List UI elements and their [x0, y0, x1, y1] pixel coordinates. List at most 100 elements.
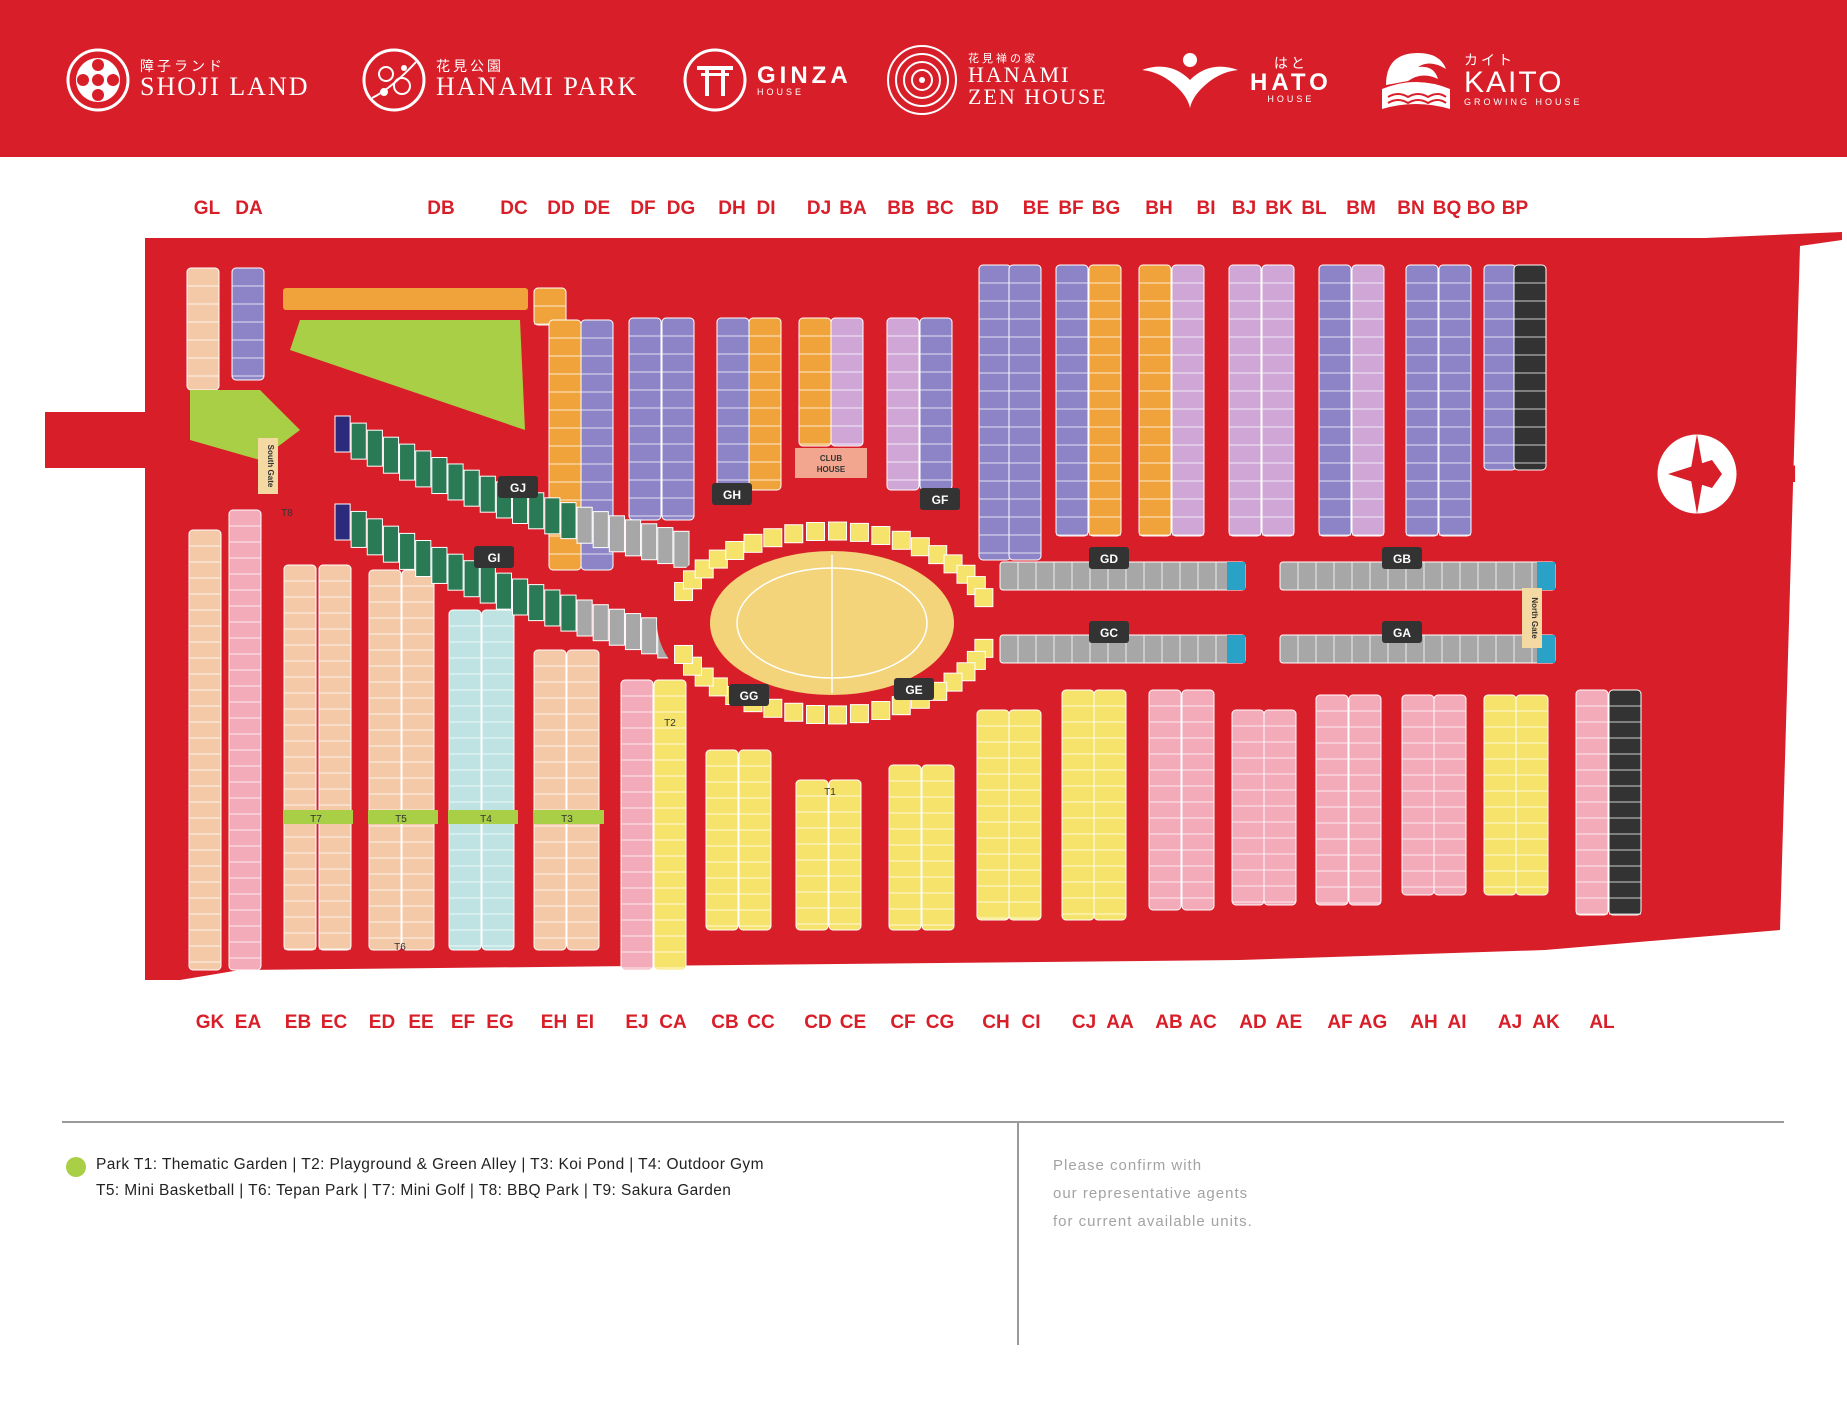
ring-unit	[674, 644, 694, 664]
lot-column	[921, 764, 955, 931]
brand-jp: 障子ランド	[140, 59, 225, 75]
bottom-block-label: ED	[369, 1012, 395, 1033]
lot-column	[748, 317, 782, 491]
lot-column	[653, 679, 687, 971]
lot-column	[1483, 694, 1517, 896]
lot-column	[738, 749, 772, 931]
ring-unit	[694, 559, 714, 579]
bottom-block-label: CC	[747, 1012, 775, 1033]
cluster-tag-label: GE	[905, 683, 922, 697]
unit-gj	[560, 502, 577, 540]
top-block-label: BB	[887, 198, 914, 219]
north-gate-label: North Gate	[1530, 597, 1539, 639]
legend-area: Park T1: Thematic Garden | T2: Playgroun…	[0, 1110, 1847, 1406]
lot-column	[231, 267, 265, 381]
park-icon	[66, 1157, 86, 1177]
park-strip	[283, 810, 353, 824]
lot-column	[368, 569, 402, 951]
lot-column	[1263, 709, 1297, 906]
cluster-tag	[1089, 547, 1129, 569]
ring-unit	[849, 704, 869, 724]
brand-jp: はと	[1273, 55, 1308, 72]
south-gate-label: South Gate	[266, 445, 275, 488]
ring-unit	[708, 677, 728, 697]
lot-column	[1088, 264, 1122, 537]
north-label: N	[1779, 461, 1796, 488]
lot-column	[283, 564, 317, 951]
cluster-tag-label: GA	[1393, 626, 1411, 640]
note-line-3: for current available units.	[1053, 1213, 1253, 1230]
club-house-label: HOUSE	[817, 465, 846, 474]
brand-en-2: ZEN HOUSE	[968, 83, 1108, 109]
top-block-label: DD	[547, 198, 574, 219]
bottom-block-label: EJ	[625, 1012, 648, 1033]
lot-column	[828, 779, 862, 931]
unit-gi	[479, 566, 496, 604]
bottom-block-label: CE	[840, 1012, 866, 1033]
lot-column	[1093, 689, 1127, 921]
lot-column	[1513, 264, 1547, 471]
top-block-label: BD	[971, 198, 998, 219]
cluster-tag	[1382, 547, 1422, 569]
lot-column	[798, 317, 832, 447]
top-block-label: DG	[667, 198, 696, 219]
unit-end	[1537, 562, 1555, 590]
bottom-block-label: CD	[804, 1012, 831, 1033]
note-line-1: Please confirm with	[1053, 1157, 1203, 1174]
cluster-tag	[498, 476, 538, 498]
lot-column	[620, 679, 654, 971]
lot-column	[705, 749, 739, 931]
shoji-crest-icon	[66, 48, 130, 112]
park-label: T4	[480, 814, 492, 825]
lot-column	[978, 264, 1012, 561]
cluster-tag	[1089, 621, 1129, 643]
ring-unit	[708, 549, 728, 569]
brand-kaito: カイト KAITO GROWING HOUSE	[1378, 40, 1583, 120]
unit-gj	[447, 463, 464, 501]
legend-line-1: Park T1: Thematic Garden | T2: Playgroun…	[96, 1156, 764, 1173]
top-block-label: BE	[1023, 198, 1049, 219]
brand-shoji-land: 障子ランド SHOJI LAND	[66, 40, 310, 120]
top-block-label: DF	[630, 198, 655, 219]
unit-gi	[576, 599, 593, 637]
bottom-block-label: AE	[1276, 1012, 1302, 1033]
top-block-label: DI	[757, 198, 776, 219]
lot-blocks	[186, 264, 1642, 971]
park-strip	[368, 810, 438, 824]
bottom-block-label: AG	[1359, 1012, 1388, 1033]
lot-column	[1181, 689, 1215, 911]
sakura-crest-icon	[362, 48, 426, 112]
lot-column	[188, 529, 222, 971]
unit-gi	[544, 589, 561, 627]
ring-unit	[828, 521, 848, 541]
bottom-block-label: CA	[659, 1012, 687, 1033]
dove-icon	[1142, 53, 1238, 108]
unit-gi	[641, 617, 658, 655]
bottom-block-label: EA	[235, 1012, 262, 1033]
lot-column	[1008, 264, 1042, 561]
top-block-label: BG	[1092, 198, 1121, 219]
unit-gj	[415, 450, 432, 488]
bottom-block-label: EH	[541, 1012, 567, 1033]
unit-gi	[512, 578, 529, 616]
cluster-tag-label: GC	[1100, 626, 1118, 640]
bottom-block-label: CF	[890, 1012, 915, 1033]
unit-end	[1227, 562, 1245, 590]
park-label: T6	[394, 942, 406, 953]
cluster-tag-label: GI	[488, 551, 501, 565]
torii-gate-icon	[683, 48, 747, 112]
unit-gj	[608, 515, 625, 553]
cluster-tag	[894, 678, 934, 700]
unit-gj	[366, 429, 383, 467]
bottom-block-label: AH	[1410, 1012, 1437, 1033]
bottom-block-label: AK	[1532, 1012, 1560, 1033]
lot-row-dc	[283, 288, 528, 310]
unit-gi	[399, 532, 416, 570]
unit-gi	[382, 525, 400, 563]
top-block-label: BL	[1301, 198, 1327, 219]
ring-unit	[805, 522, 825, 542]
lot-column	[888, 764, 922, 931]
lot-column	[1608, 689, 1642, 916]
lot-column	[795, 779, 829, 931]
top-block-label: BA	[839, 198, 867, 219]
